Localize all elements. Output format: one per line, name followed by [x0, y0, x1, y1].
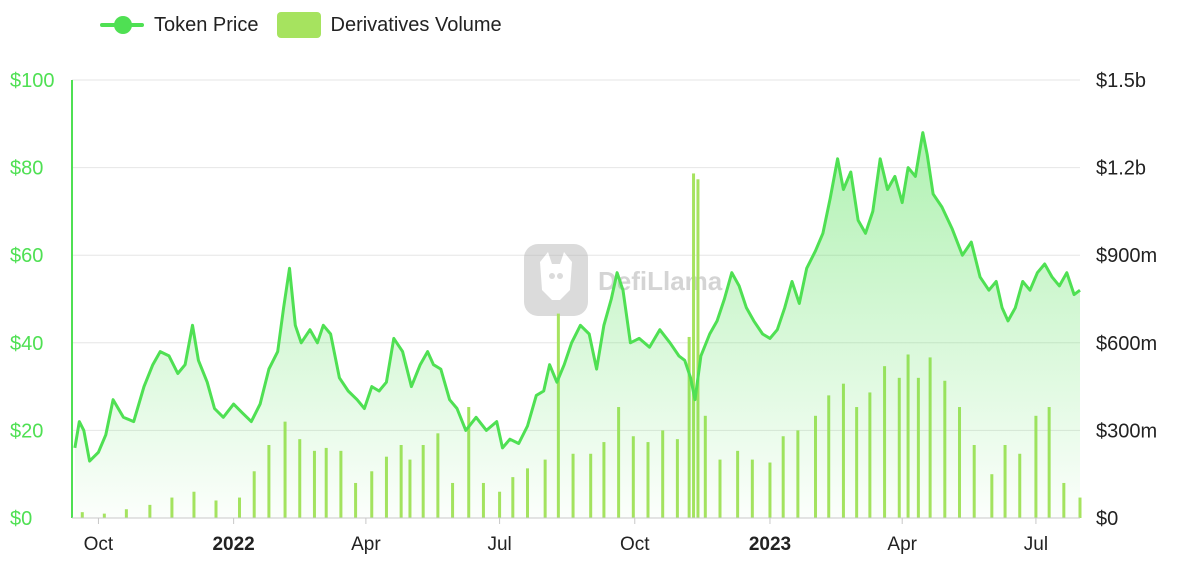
y-left-tick-label: $60 — [10, 245, 43, 267]
x-tick-label: Jul — [1024, 534, 1048, 555]
legend-label-token-price: Token Price — [154, 13, 259, 36]
x-tick-label: Apr — [351, 534, 381, 555]
volume-bar — [692, 173, 696, 518]
x-tick-label: 2022 — [212, 534, 254, 555]
x-tick-label: Oct — [620, 534, 650, 555]
x-tick-label: Apr — [887, 534, 917, 555]
line-dot-icon — [100, 16, 144, 34]
y-left-tick-label: $20 — [10, 420, 43, 442]
y-right-tick-label: $900m — [1096, 245, 1157, 267]
y-right-tick-label: $600m — [1096, 333, 1157, 355]
volume-bar — [696, 179, 700, 518]
y-right-tick-label: $300m — [1096, 420, 1157, 442]
price-line — [73, 131, 1081, 463]
y-left-tick-label: $0 — [10, 508, 32, 530]
y-right-tick-label: $0 — [1096, 508, 1118, 530]
y-left-tick-label: $100 — [10, 70, 55, 92]
left-axis-ticks: $0 $20 $40 $60 $80 $100 — [10, 70, 55, 530]
legend-label-derivatives-volume: Derivatives Volume — [330, 13, 502, 36]
y-right-tick-label: $1.5b — [1096, 70, 1146, 92]
chart-legend: Token Price Derivatives Volume — [100, 12, 502, 38]
x-tick-label: 2023 — [749, 534, 791, 555]
watermark: DefiLlama — [524, 244, 723, 316]
x-axis-ticks: Oct 2022 Apr Jul Oct 2023 Apr Jul — [84, 518, 1048, 555]
legend-item-derivatives-volume[interactable]: Derivatives Volume — [276, 12, 502, 38]
bar-swatch-icon — [276, 12, 321, 38]
right-axis-ticks: $0 $300m $600m $900m $1.2b $1.5b — [1096, 70, 1157, 530]
legend-item-token-price[interactable]: Token Price — [100, 14, 259, 37]
y-left-tick-label: $40 — [10, 333, 43, 355]
llama-logo-icon — [524, 244, 588, 316]
y-left-tick-label: $80 — [10, 158, 43, 180]
x-tick-label: Oct — [84, 534, 114, 555]
y-right-tick-label: $1.2b — [1096, 158, 1146, 180]
price-area-fill — [74, 132, 1080, 518]
x-tick-label: Jul — [487, 534, 511, 555]
